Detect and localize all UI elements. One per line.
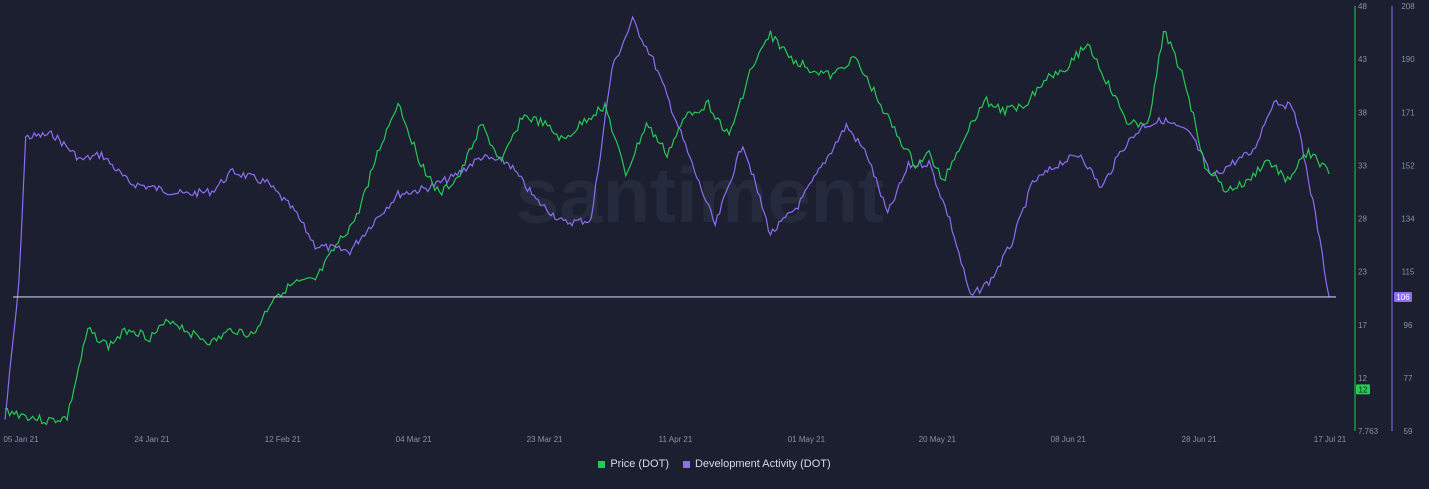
dev-activity-swatch-icon — [682, 460, 690, 468]
dev-tick-label: 59 — [1404, 427, 1413, 436]
price-tick-label: 28 — [1358, 215, 1367, 224]
dev-tick-label: 115 — [1402, 268, 1415, 277]
legend-item-price[interactable]: Price (DOT) — [598, 458, 669, 470]
dev-tick-label: 134 — [1401, 215, 1415, 224]
price-tick-label: 33 — [1358, 161, 1367, 170]
x-tick-label: 24 Jan 21 — [134, 435, 170, 444]
price-tick-label: 12 — [1358, 374, 1367, 383]
x-tick-label: 12 Feb 21 — [265, 435, 302, 444]
price-tick-label: 43 — [1358, 55, 1367, 64]
legend-label-price: Price (DOT) — [610, 458, 669, 470]
price-tick-label: 23 — [1358, 268, 1367, 277]
dev-tick-label: 208 — [1401, 2, 1415, 11]
price-tick-label: 7.763 — [1358, 427, 1379, 436]
x-tick-label: 20 May 21 — [919, 435, 957, 444]
x-tick-label: 04 Mar 21 — [396, 435, 433, 444]
legend-label-dev-activity: Development Activity (DOT) — [694, 458, 831, 470]
x-tick-label: 05 Jan 21 — [3, 435, 39, 444]
price-swatch-icon — [598, 460, 606, 468]
legend: Price (DOT) Development Activity (DOT) — [0, 458, 1429, 470]
dev-activity-line — [4, 15, 1330, 420]
x-tick-label: 17 Jul 21 — [1314, 435, 1347, 444]
x-tick-label: 23 Mar 21 — [527, 435, 564, 444]
dev-tick-label: 96 — [1404, 321, 1413, 330]
dev-tick-label: 171 — [1401, 108, 1415, 117]
price-current-badge — [1356, 384, 1370, 395]
x-tick-label: 28 Jun 21 — [1182, 435, 1218, 444]
price-line — [4, 30, 1330, 426]
dev-tick-label: 190 — [1401, 55, 1415, 64]
x-tick-label: 08 Jun 21 — [1051, 435, 1087, 444]
x-tick-label: 01 May 21 — [788, 435, 826, 444]
series-layer — [4, 15, 1330, 426]
dev-tick-label: 77 — [1404, 374, 1413, 383]
legend-item-dev-activity[interactable]: Development Activity (DOT) — [682, 458, 831, 470]
price-tick-label: 48 — [1358, 2, 1367, 11]
axes: 48 43 38 33 28 23 17 12 7.763 208 190 171 152 134 115 9… — [3, 2, 1415, 444]
price-tick-label: 38 — [1358, 108, 1367, 117]
dev-tick-label: 152 — [1401, 161, 1415, 170]
price-tick-label: 17 — [1358, 321, 1367, 330]
watermark: santiment — [516, 151, 884, 239]
marks-layer: 106 12 — [13, 291, 1412, 395]
dev-current-label: 106 — [1396, 293, 1410, 302]
dev-current-badge — [1394, 291, 1412, 302]
x-tick-label: 11 Apr 21 — [659, 435, 693, 444]
price-current-label: 12 — [1359, 385, 1368, 394]
